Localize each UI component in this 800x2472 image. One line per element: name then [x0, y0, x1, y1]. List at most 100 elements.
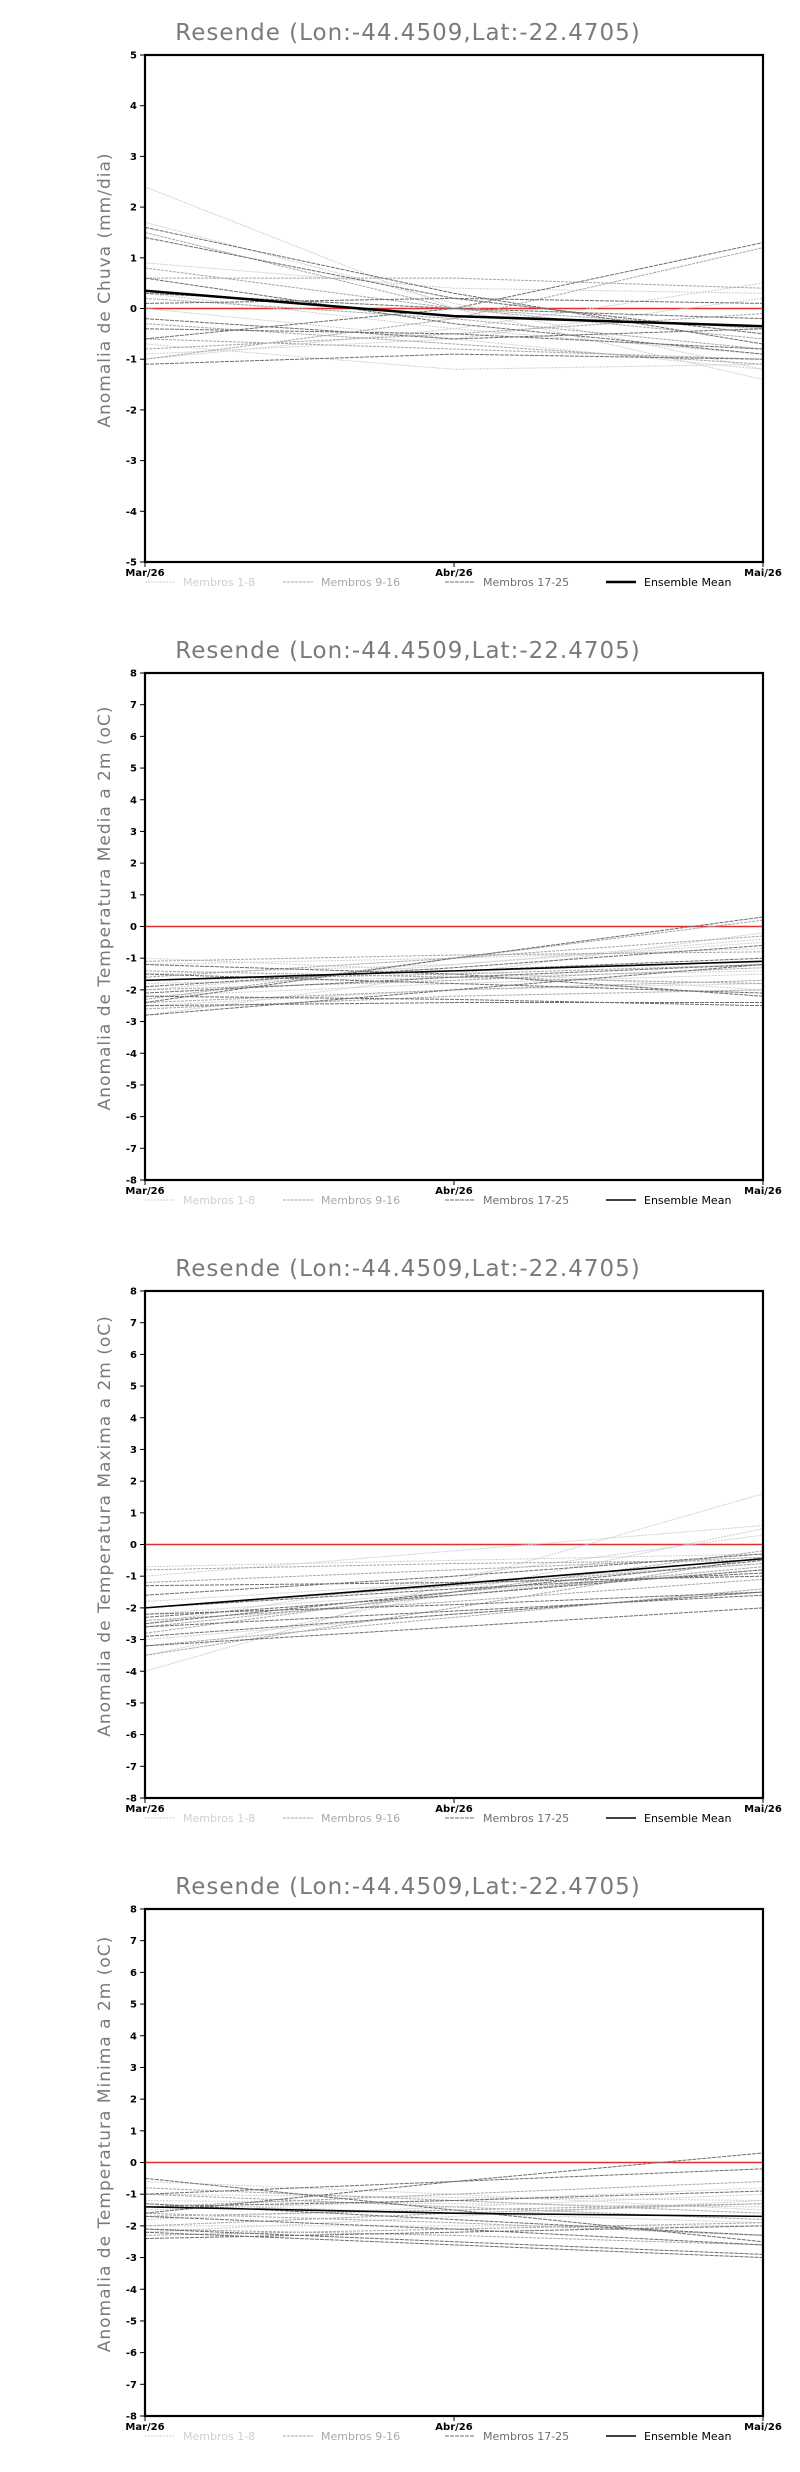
member-series-line: [144, 938, 764, 991]
y-tick-label: 0: [130, 304, 137, 315]
member-series-line: [144, 2225, 764, 2240]
y-tick-label: -6: [126, 1730, 137, 1741]
legend-entry-label: Ensemble Mean: [644, 576, 731, 589]
member-series-line: [144, 1594, 764, 1628]
y-tick-label: 6: [130, 1350, 137, 1361]
y-tick-label: -4: [126, 1049, 137, 1060]
y-tick-label: 7: [130, 1318, 137, 1329]
member-series-line: [144, 328, 764, 350]
chart-title: Resende (Lon:-44.4509,Lat:-22.4705): [175, 1256, 640, 1282]
member-series-line: [144, 1578, 764, 1622]
legend-entry-label: Membros 9-16: [321, 576, 400, 589]
legend-entry-label: Membros 17-25: [483, 576, 569, 589]
y-tick-label: -3: [126, 1635, 137, 1646]
y-tick-label: 0: [130, 922, 137, 933]
member-series-line: [144, 1556, 764, 1584]
member-series-line: [144, 242, 764, 340]
x-tick-label: Abr/26: [435, 2422, 472, 2433]
member-series-line: [144, 970, 764, 985]
legend-entry-label: Membros 1-8: [183, 1812, 255, 1825]
member-series-line: [144, 1534, 764, 1625]
x-tick-label: Mai/26: [744, 568, 782, 579]
y-tick-label: 1: [130, 1508, 137, 1519]
plot-frame: [143, 1289, 765, 1800]
y-tick-label: -4: [126, 1667, 137, 1678]
member-series-line: [144, 964, 764, 981]
member-series-line: [144, 292, 764, 355]
y-tick-label: -3: [126, 2253, 137, 2264]
y-tick-label: 4: [130, 1413, 137, 1424]
member-series-line: [144, 932, 764, 1016]
ensemble-mean-line: [144, 1557, 764, 1609]
chart-title: Resende (Lon:-44.4509,Lat:-22.4705): [175, 20, 640, 46]
member-series-line: [144, 2200, 764, 2233]
member-series-line: [144, 1563, 764, 1603]
y-tick-label: 2: [130, 203, 137, 214]
y-tick-label: 6: [130, 1968, 137, 1979]
member-series-line: [144, 964, 764, 1016]
legend-entry-label: Ensemble Mean: [644, 2430, 731, 2443]
legend-entry-label: Membros 9-16: [321, 1194, 400, 1207]
legend-entry-label: Ensemble Mean: [644, 1194, 731, 1207]
member-series-line: [144, 2215, 764, 2246]
y-tick-label: 4: [130, 795, 137, 806]
y-tick-label: 1: [130, 2126, 137, 2137]
y-tick-label: 3: [130, 1445, 137, 1456]
member-series-line: [144, 277, 764, 355]
y-tick-label: -6: [126, 2348, 137, 2359]
member-series-line: [144, 973, 764, 997]
member-series-line: [144, 262, 764, 294]
member-series-line: [144, 2228, 764, 2255]
y-tick-label: 1: [130, 253, 137, 264]
x-tick-label: Mai/26: [744, 1804, 782, 1815]
x-tick-label: Mai/26: [744, 1186, 782, 1197]
x-tick-label: Mar/26: [125, 1804, 164, 1815]
legend-entry-label: Membros 1-8: [183, 2430, 255, 2443]
y-tick-label: 7: [130, 1936, 137, 1947]
chart-title: Resende (Lon:-44.4509,Lat:-22.4705): [175, 638, 640, 664]
y-tick-label: -4: [126, 2285, 137, 2296]
y-axis-label: Anomalia de Temperatura Minima a 2m (oC): [95, 1936, 115, 2353]
y-tick-label: 7: [130, 700, 137, 711]
member-series-line: [144, 945, 764, 988]
member-series-line: [144, 964, 764, 994]
member-series-line: [144, 1553, 764, 1568]
member-series-line: [144, 1575, 764, 1587]
member-series-line: [144, 297, 764, 350]
y-tick-label: 8: [130, 669, 137, 680]
member-series-line: [144, 2181, 764, 2208]
y-tick-label: 2: [130, 2095, 137, 2106]
member-series-line: [144, 338, 764, 360]
member-series-line: [144, 2187, 764, 2214]
member-series-line: [144, 2231, 764, 2259]
rain-anomaly-chart: Resende (Lon:-44.4509,Lat:-22.4705) Anom…: [95, 20, 782, 590]
member-series-line: [144, 2152, 764, 2214]
y-tick-label: 5: [130, 764, 137, 775]
y-tick-label: -5: [126, 1698, 137, 1709]
member-series-line: [144, 318, 764, 340]
y-tick-label: 2: [130, 1477, 137, 1488]
member-series-line: [145, 277, 764, 289]
plot-frame: [143, 53, 765, 564]
y-tick-label: -3: [126, 456, 137, 467]
y-tick-label: -7: [126, 1762, 137, 1773]
member-series-line: [144, 1524, 764, 1577]
member-series-line: [144, 1002, 763, 1007]
y-tick-label: 1: [130, 890, 137, 901]
ensemble-mean-line: [144, 2206, 764, 2218]
y-tick-label: 6: [130, 732, 137, 743]
y-tick-label: -4: [126, 507, 137, 518]
legend-entry-label: Membros 17-25: [483, 1194, 569, 1207]
plot-frame: [143, 671, 765, 1182]
y-tick-label: 3: [130, 152, 137, 163]
legend-entry-label: Membros 17-25: [483, 2430, 569, 2443]
y-tick-label: -3: [126, 1017, 137, 1028]
y-tick-label: 5: [130, 1382, 137, 1393]
member-series-line: [144, 1591, 764, 1615]
member-series-line: [144, 1559, 764, 1571]
y-tick-label: -5: [126, 2316, 137, 2327]
